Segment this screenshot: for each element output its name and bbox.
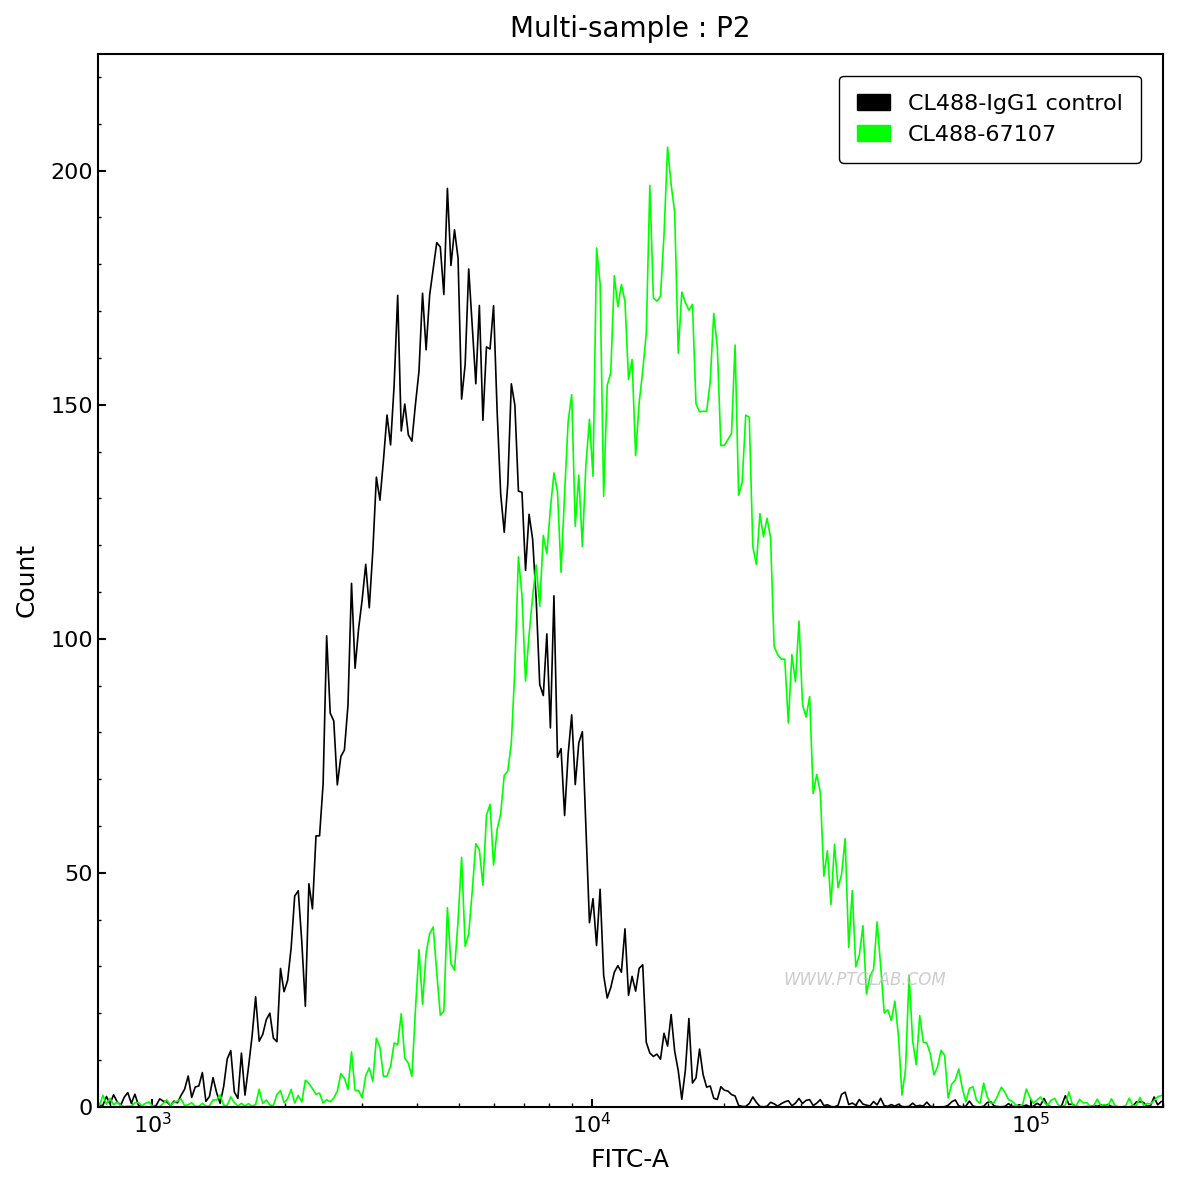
Legend: CL488-IgG1 control, CL488-67107: CL488-IgG1 control, CL488-67107: [839, 76, 1140, 163]
Text: WWW.PTGLAB.COM: WWW.PTGLAB.COM: [783, 971, 946, 990]
X-axis label: FITC-A: FITC-A: [591, 1148, 670, 1172]
Y-axis label: Count: Count: [15, 544, 39, 617]
Title: Multi-sample : P2: Multi-sample : P2: [510, 15, 750, 43]
